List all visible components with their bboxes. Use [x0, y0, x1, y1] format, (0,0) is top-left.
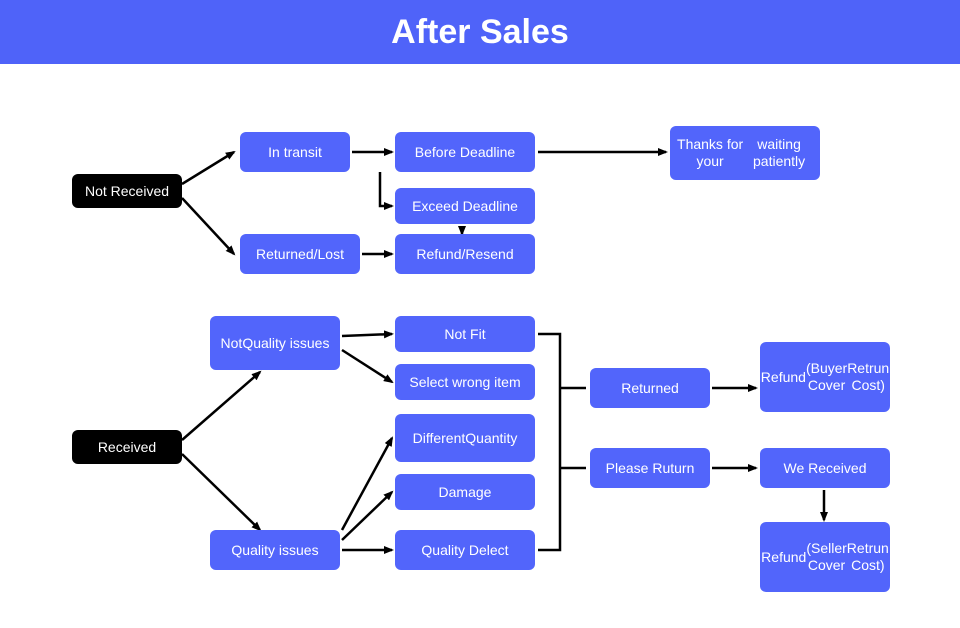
node-quality: Quality issues [210, 530, 340, 570]
node-before_dl: Before Deadline [395, 132, 535, 172]
node-not_fit: Not Fit [395, 316, 535, 352]
node-refund_seller: Refund(Seller CoverRetrun Cost) [760, 522, 890, 592]
node-thanks: Thanks for yourwaiting patiently [670, 126, 820, 180]
node-please_ret: Please Ruturn [590, 448, 710, 488]
node-in_transit: In transit [240, 132, 350, 172]
node-exceed_dl: Exceed Deadline [395, 188, 535, 224]
node-refund_buyer: Refund(Buyer CoverRetrun Cost) [760, 342, 890, 412]
node-ret: Returned [590, 368, 710, 408]
node-not_quality: NotQuality issues [210, 316, 340, 370]
node-qual_defect: Quality Delect [395, 530, 535, 570]
node-wrong_item: Select wrong item [395, 364, 535, 400]
flowchart-canvas: Not Received In transit Returned/Lost Befor… [0, 0, 960, 628]
node-we_received: We Received [760, 448, 890, 488]
node-not_received: Not Received [72, 174, 182, 208]
node-returned_lost: Returned/Lost [240, 234, 360, 274]
node-damage: Damage [395, 474, 535, 510]
node-diff_qty: DifferentQuantity [395, 414, 535, 462]
node-refund_resend: Refund/Resend [395, 234, 535, 274]
node-received: Received [72, 430, 182, 464]
